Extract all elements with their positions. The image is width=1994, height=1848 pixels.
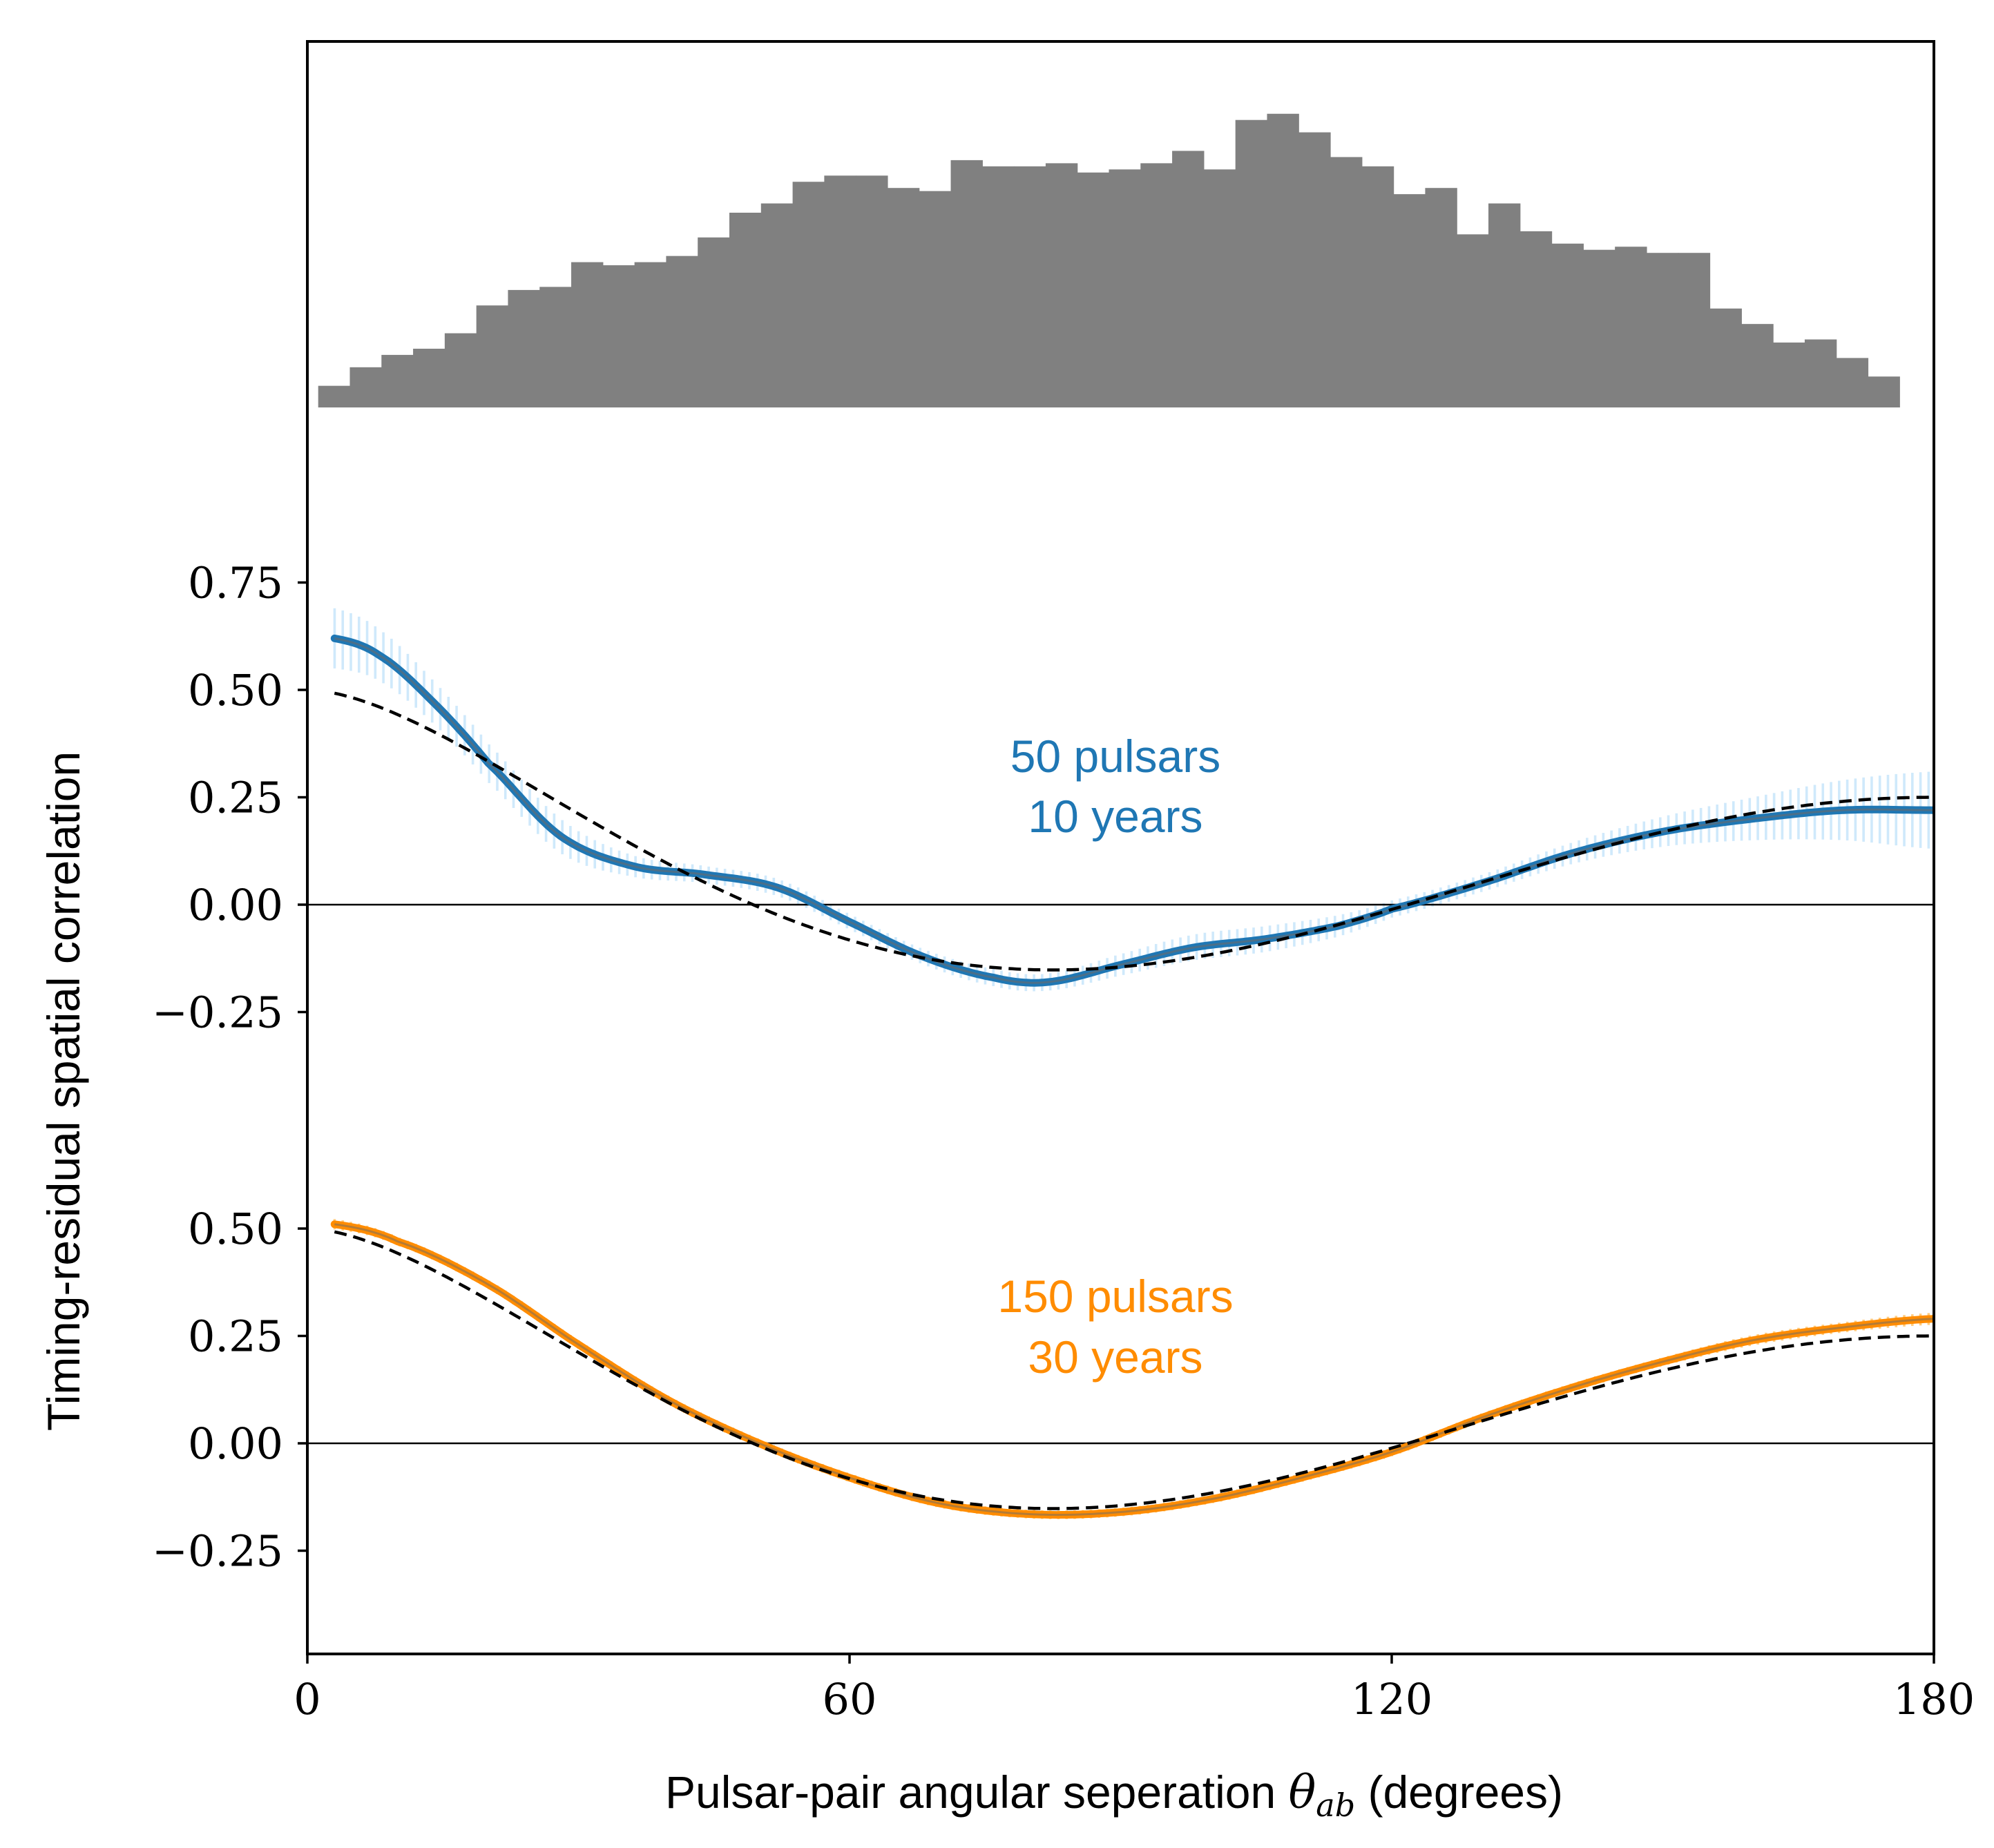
- histogram-bar: [1330, 157, 1363, 407]
- bottom-annotation-line2: 30 years: [1028, 1331, 1202, 1383]
- y-tick-label: −0.25: [152, 988, 283, 1038]
- x-axis-label-text: Pulsar-pair angular seperation: [665, 1767, 1289, 1818]
- histogram-bar: [318, 385, 351, 407]
- histogram-bar: [1235, 119, 1268, 407]
- histogram-bar: [1172, 151, 1205, 407]
- y-tick-label: 0.75: [188, 558, 283, 608]
- histogram-bar: [1678, 253, 1711, 407]
- histogram-bar: [982, 166, 1015, 407]
- bottom-reconstructed-curve-core: [334, 1223, 1934, 1517]
- histogram-bar: [634, 262, 667, 407]
- top-annotation-line2: 10 years: [1028, 791, 1202, 842]
- x-tick-label: 60: [823, 1674, 877, 1724]
- bottom-hellings-downs-curve: [334, 1230, 1934, 1510]
- histogram-bar: [1709, 308, 1742, 407]
- x-axis-label-theta: θ: [1289, 1766, 1316, 1819]
- x-axis-label-suffix: (degrees): [1355, 1767, 1563, 1818]
- histogram-bar: [824, 175, 856, 408]
- histogram-bar: [1361, 166, 1394, 407]
- histogram-bar: [1583, 249, 1616, 407]
- histogram-bar: [887, 188, 920, 407]
- top-hellings-downs-curve: [334, 691, 1934, 972]
- y-axis-label: Timing-residual spatial correlation: [38, 751, 89, 1431]
- y-tick-label: 0.25: [188, 1311, 283, 1362]
- histogram-bar: [602, 265, 635, 407]
- histogram-bar: [444, 333, 477, 407]
- histogram-bar: [666, 256, 698, 407]
- histogram-bar: [1520, 231, 1553, 407]
- histogram-bar: [476, 305, 509, 407]
- bottom-annotation-line1: 150 pulsars: [997, 1271, 1233, 1322]
- y-tick-label: 0.50: [188, 1204, 283, 1254]
- y-tick-label: 0.00: [188, 880, 283, 930]
- top-annotation-line1: 50 pulsars: [1010, 731, 1221, 782]
- histogram-bar: [413, 348, 445, 407]
- histogram-bar: [1014, 166, 1046, 407]
- histogram-bar: [571, 262, 604, 407]
- histogram-bar: [950, 160, 983, 407]
- axes-frame: [306, 40, 1935, 1655]
- histogram: [318, 113, 1900, 408]
- histogram-bar: [1551, 243, 1584, 407]
- histogram-bar: [1868, 376, 1900, 407]
- histogram-bar: [698, 237, 730, 407]
- histogram-bar: [1804, 339, 1837, 407]
- histogram-bar: [760, 203, 794, 407]
- histogram-bar: [1457, 234, 1489, 407]
- histogram-bar: [792, 182, 825, 407]
- histogram-bar: [1045, 163, 1078, 407]
- histogram-bar: [1267, 113, 1299, 407]
- histogram-bar: [1203, 169, 1236, 408]
- x-tick-label: 0: [294, 1674, 320, 1724]
- histogram-bar: [919, 191, 952, 407]
- histogram-bar: [856, 175, 888, 408]
- histogram-bar: [539, 287, 572, 407]
- histogram-bar: [1773, 343, 1805, 407]
- histogram-bar: [1140, 163, 1173, 407]
- histogram-bar: [1488, 203, 1521, 407]
- histogram-bar: [508, 289, 540, 407]
- histogram-bar: [1615, 247, 1647, 407]
- x-tick-label: 180: [1893, 1674, 1975, 1724]
- histogram-bar: [1836, 358, 1869, 407]
- x-axis-label-subscript: ab: [1316, 1787, 1355, 1824]
- histogram-bar: [1646, 253, 1679, 407]
- histogram-bar: [1077, 172, 1110, 408]
- x-ticks: 0 60 120 180: [294, 1654, 1975, 1724]
- histogram-bar: [381, 354, 414, 407]
- histogram-bar: [349, 367, 382, 407]
- top-reconstructed-curve-core: [334, 637, 1934, 984]
- x-tick-label: 120: [1351, 1674, 1432, 1724]
- histogram-bar: [1425, 188, 1457, 407]
- histogram-bar: [729, 213, 762, 407]
- histogram-bar: [1298, 132, 1331, 407]
- y-tick-label: 0.25: [188, 773, 283, 823]
- y-tick-label: 0.50: [188, 665, 283, 715]
- y-tick-label: 0.00: [188, 1418, 283, 1469]
- histogram-bar: [1109, 169, 1141, 408]
- y-ticks: 0.75 0.50 0.25 0.00 −0.25 0.50 0.25 0.00 −0.25: [152, 558, 307, 1577]
- x-axis-label: Pulsar-pair angular seperation θab (degr…: [665, 1766, 1563, 1824]
- histogram-bar: [1393, 194, 1426, 407]
- histogram-bar: [1741, 324, 1774, 407]
- y-tick-label: −0.25: [152, 1526, 283, 1577]
